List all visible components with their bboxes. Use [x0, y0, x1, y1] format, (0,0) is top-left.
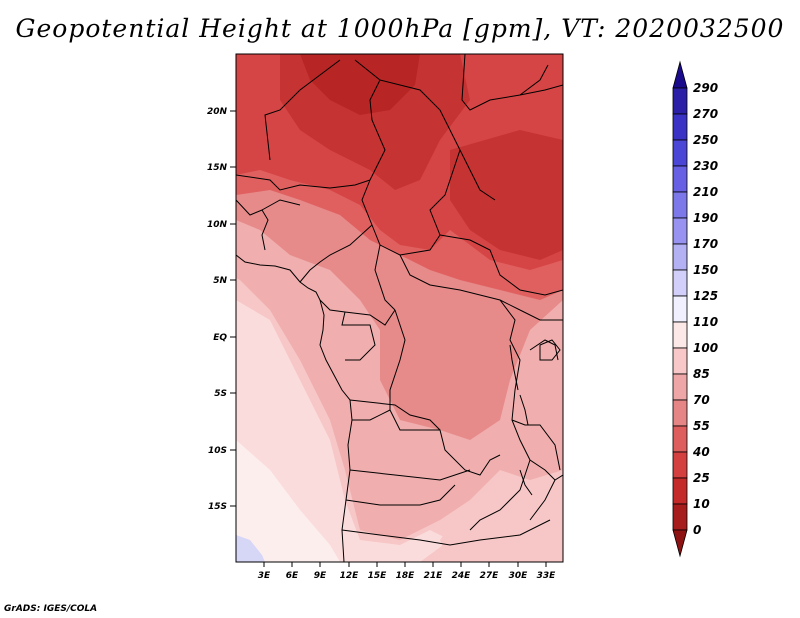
- colorbar-level-label: 190: [693, 211, 718, 225]
- colorbar-level-label: 85: [693, 367, 710, 381]
- lat-label: 5S: [214, 389, 227, 399]
- field-palest: [236, 440, 340, 562]
- coastline-west: [236, 254, 353, 562]
- colorbar-level-label: 40: [692, 445, 710, 459]
- colorbar-swatch: [672, 425, 688, 453]
- lat-label: 15S: [208, 502, 227, 512]
- colorbar-level-label: 125: [693, 289, 718, 303]
- longitude-axis: 3E 6E 9E 12E 15E 18E 21E 24E 27E 30E 33E: [258, 562, 556, 581]
- lon-label: 18E: [396, 571, 416, 581]
- lat-label: EQ: [213, 333, 227, 343]
- colorbar-swatch: [672, 347, 688, 375]
- grads-credit: GrADS: IGES/COLA: [4, 604, 98, 614]
- lat-label: 10N: [207, 220, 228, 230]
- lon-label: 15E: [368, 571, 388, 581]
- lon-label: 24E: [452, 571, 472, 581]
- colorbar-swatch: [672, 165, 688, 193]
- colorbar-level-label: 150: [693, 263, 718, 277]
- colorbar-level-label: 210: [693, 185, 718, 199]
- colorbar-level-label: 10: [693, 497, 710, 511]
- field-darkest-core: [300, 54, 420, 115]
- colorbar-swatch: [672, 373, 688, 401]
- colorbar-level-label: 55: [693, 419, 710, 433]
- field-blue-patch: [236, 535, 265, 562]
- colorbar-swatch: [672, 269, 688, 297]
- colorbar-swatch: [672, 113, 688, 141]
- lon-label: 6E: [286, 571, 299, 581]
- colorbar-top-arrow: [672, 60, 688, 89]
- colorbar-level-label: 25: [693, 471, 710, 485]
- colorbar-swatch: [672, 243, 688, 271]
- latitude-axis: 20N 15N 10N 5N EQ 5S 10S 15S: [207, 107, 236, 512]
- lon-label: 3E: [258, 571, 271, 581]
- colorbar-swatch: [672, 477, 688, 505]
- colorbar-swatch: [672, 217, 688, 245]
- lon-label: 27E: [480, 571, 500, 581]
- colorbar-level-label: 110: [693, 315, 718, 329]
- colorbar-swatch: [672, 191, 688, 219]
- colorbar-level-label: 70: [693, 393, 710, 407]
- height-field: [236, 54, 563, 562]
- colorbar: 2902702502302101901701501251101008570554…: [672, 60, 718, 558]
- lat-label: 20N: [207, 107, 228, 117]
- colorbar-swatch: [672, 451, 688, 479]
- colorbar-swatch: [672, 295, 688, 323]
- colorbar-level-label: 100: [693, 341, 718, 355]
- field-darkest-east: [450, 130, 563, 260]
- colorbar-bottom-arrow: [672, 529, 688, 558]
- colorbar-level-label: 290: [693, 81, 718, 95]
- colorbar-level-label: 170: [693, 237, 718, 251]
- lon-label: 30E: [509, 571, 529, 581]
- lon-label: 21E: [424, 571, 444, 581]
- lon-label: 9E: [314, 571, 327, 581]
- colorbar-level-label: 230: [693, 159, 718, 173]
- colorbar-swatch: [672, 399, 688, 427]
- colorbar-level-label: 250: [693, 133, 718, 147]
- coastlines: [236, 54, 563, 562]
- colorbar-swatch: [672, 87, 688, 115]
- map-frame: [235, 53, 564, 563]
- map-title: Geopotential Height at 1000hPa [gpm], VT…: [15, 14, 785, 43]
- colorbar-level-label: 270: [693, 107, 718, 121]
- lon-label: 12E: [340, 571, 360, 581]
- colorbar-swatch: [672, 321, 688, 349]
- colorbar-level-label: 0: [693, 523, 701, 537]
- lat-label: 15N: [207, 163, 228, 173]
- colorbar-swatch: [672, 503, 688, 531]
- lon-label: 33E: [537, 571, 557, 581]
- lat-label: 10S: [208, 446, 227, 456]
- lat-label: 5N: [213, 276, 227, 286]
- colorbar-swatch: [672, 139, 688, 167]
